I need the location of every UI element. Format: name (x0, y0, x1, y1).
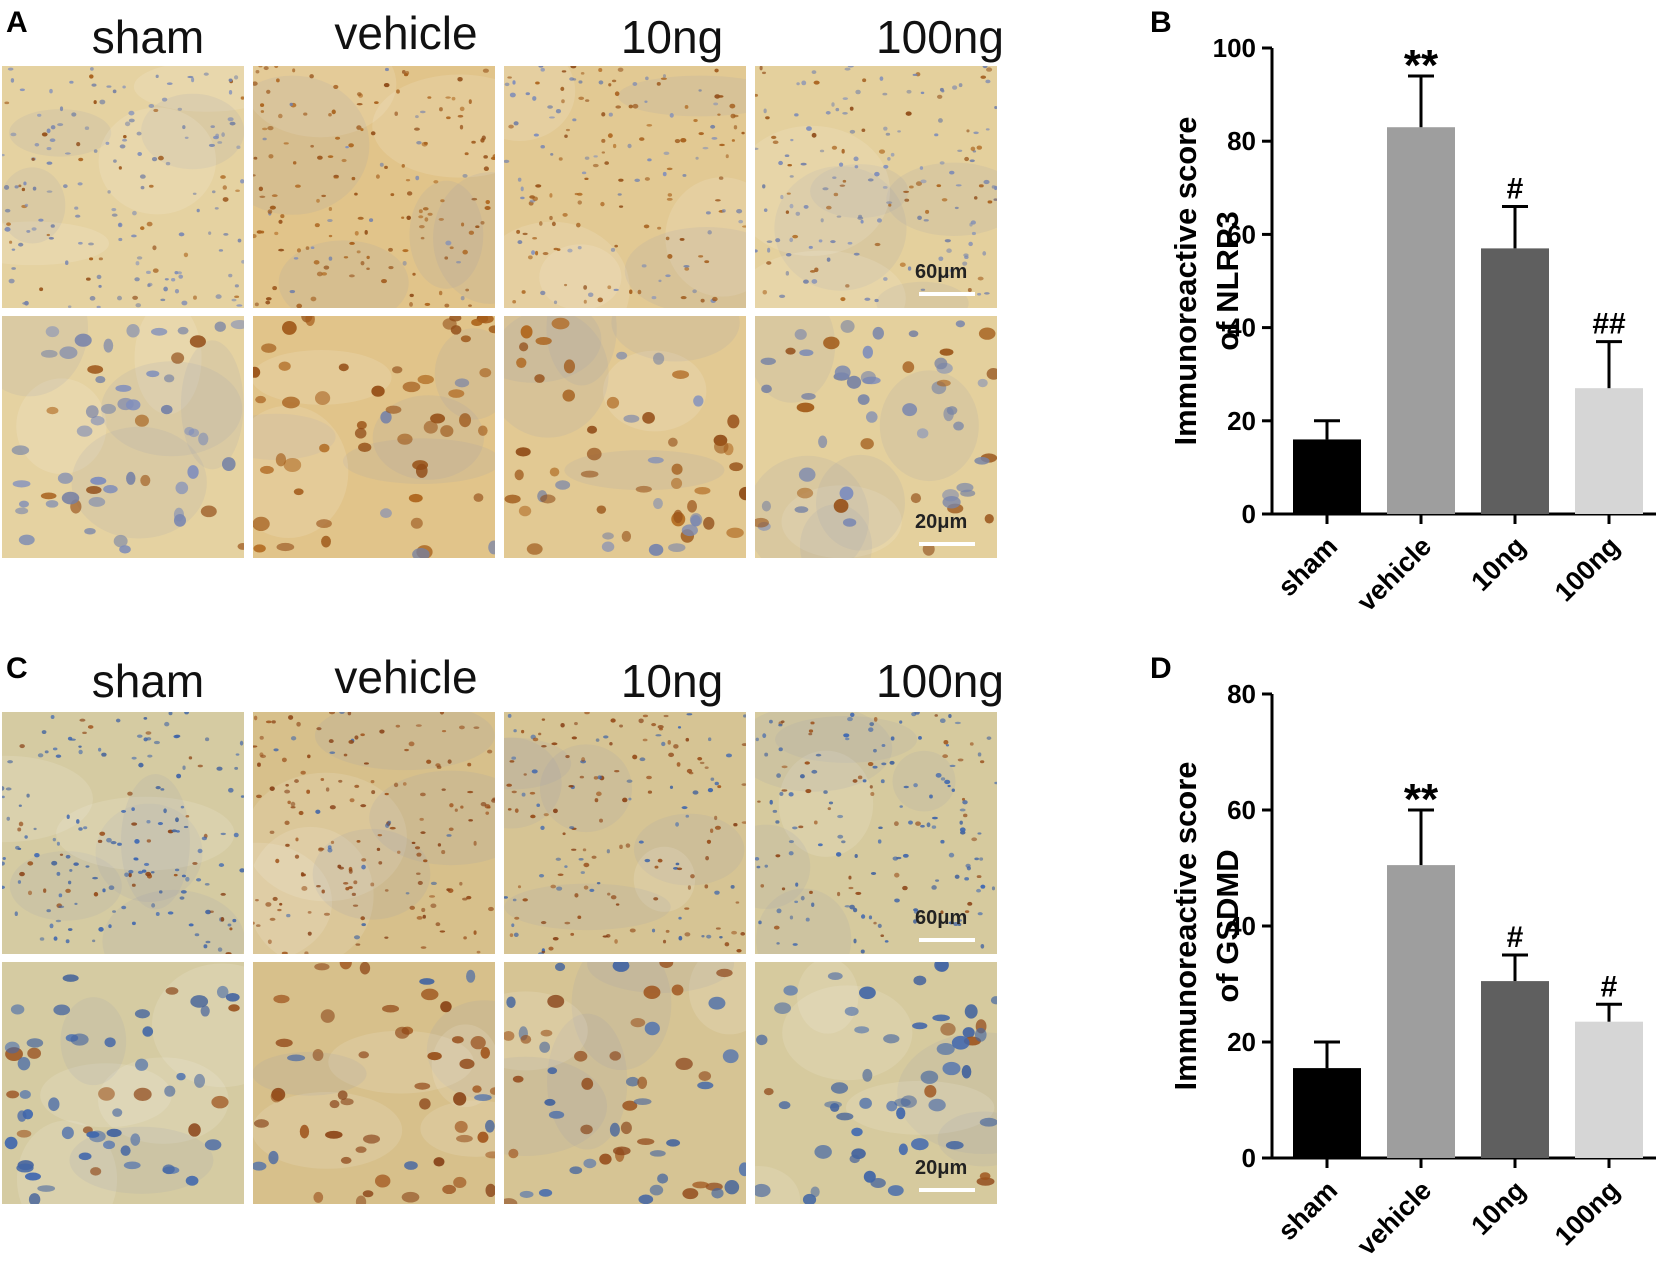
scale-bar-label: 20μm (915, 1157, 967, 1179)
micrograph-10ng-low-mag (504, 66, 746, 308)
y-tick-label: 0 (1242, 499, 1256, 529)
x-tick-label-10ng: 10ng (1465, 531, 1531, 597)
bar-vehicle (1387, 865, 1455, 1158)
micrograph-sham-high-mag (2, 316, 244, 558)
panel-letter-d: D (1150, 652, 1172, 685)
significance-marker-100ng: # (1601, 970, 1618, 1003)
y-axis-label-line-2: of NLRP3 (1210, 211, 1245, 351)
micrograph-100ng-low-mag: 60μm (755, 712, 997, 954)
significance-marker-vehicle: ** (1404, 775, 1439, 824)
panel-a-group-label-100ng: 100ng (876, 11, 1004, 63)
x-tick-label-sham: sham (1272, 1175, 1343, 1246)
bar-10ng (1481, 248, 1549, 514)
micrograph-100ng-low-mag: 60μm (755, 66, 997, 308)
y-tick-label: 20 (1227, 406, 1256, 436)
bar-vehicle (1387, 127, 1455, 514)
bar-sham (1293, 439, 1361, 514)
panel-letter-a: A (6, 6, 28, 39)
micrograph-vehicle-low-mag (253, 66, 495, 308)
x-tick-label-vehicle: vehicle (1351, 1175, 1437, 1261)
micrograph-sham-high-mag (2, 962, 244, 1204)
micrograph-100ng-high-mag: 20μm (755, 316, 997, 558)
y-tick-label: 40 (1227, 911, 1256, 941)
micrograph-10ng-high-mag (504, 962, 746, 1204)
x-tick-label-10ng: 10ng (1465, 1175, 1531, 1241)
y-axis-label-line-1: Immunoreactive score (1168, 761, 1203, 1090)
y-axis-label-line-2: of GSDMD (1210, 849, 1245, 1002)
y-tick-label: 60 (1227, 795, 1256, 825)
significance-marker-10ng: # (1507, 172, 1524, 205)
y-tick-label: 100 (1213, 33, 1256, 63)
micrograph-vehicle-low-mag (253, 712, 495, 954)
y-tick-label: 80 (1227, 126, 1256, 156)
bar-10ng (1481, 981, 1549, 1158)
micrograph-vehicle-high-mag (253, 962, 495, 1204)
x-tick-label-100ng: 100ng (1549, 531, 1625, 607)
scale-bar (919, 1188, 975, 1192)
scale-bar-label: 60μm (915, 907, 967, 929)
micrograph-sham-low-mag (2, 712, 244, 954)
scale-bar-label: 20μm (915, 511, 967, 533)
scale-bar (919, 292, 975, 296)
panel-letter-b: B (1150, 6, 1172, 39)
y-tick-label: 20 (1227, 1027, 1256, 1057)
panel-a-group-label-10ng: 10ng (620, 11, 724, 63)
micrograph-sham-low-mag (2, 66, 244, 308)
y-tick-label: 80 (1227, 679, 1256, 709)
significance-marker-vehicle: ** (1404, 41, 1439, 90)
y-tick-label: 40 (1227, 313, 1256, 343)
y-tick-label: 60 (1227, 219, 1256, 249)
bar-sham (1293, 1068, 1361, 1158)
panel-c-group-label-100ng: 100ng (876, 655, 1004, 707)
micrograph-10ng-high-mag (504, 316, 746, 558)
scale-bar (919, 542, 975, 546)
panel-letter-c: C (6, 652, 28, 685)
significance-marker-10ng: # (1507, 921, 1524, 954)
panel-a-group-label-vehicle: vehicle (334, 7, 478, 59)
gsdmd-bar-chart: Immunoreactive score of GSDMD 0 20 40 60 80 sha… (1168, 679, 1656, 1261)
panel-a-group-label-sham: sham (91, 11, 205, 63)
panel-c-group-label-sham: sham (91, 655, 205, 707)
panel-c-group-label-vehicle: vehicle (334, 651, 478, 703)
bar-100ng (1575, 388, 1643, 514)
scale-bar (919, 938, 975, 942)
micrograph-10ng-low-mag (504, 712, 746, 954)
micrograph-100ng-high-mag: 20μm (755, 962, 997, 1204)
y-tick-label: 0 (1242, 1143, 1256, 1173)
significance-marker-100ng: ## (1592, 308, 1626, 341)
x-tick-label-vehicle: vehicle (1351, 531, 1437, 617)
micrograph-vehicle-high-mag (253, 316, 495, 558)
y-axis-label-line-1: Immunoreactive score (1168, 116, 1203, 445)
x-tick-label-100ng: 100ng (1549, 1175, 1625, 1251)
panel-c-group-label-10ng: 10ng (620, 655, 724, 707)
bar-100ng (1575, 1021, 1643, 1158)
scale-bar-label: 60μm (915, 261, 967, 283)
nlrp3-bar-chart: Immunoreactive score of NLRP3 0 20 40 60 80 100… (1168, 33, 1656, 617)
x-tick-label-sham: sham (1272, 531, 1343, 602)
